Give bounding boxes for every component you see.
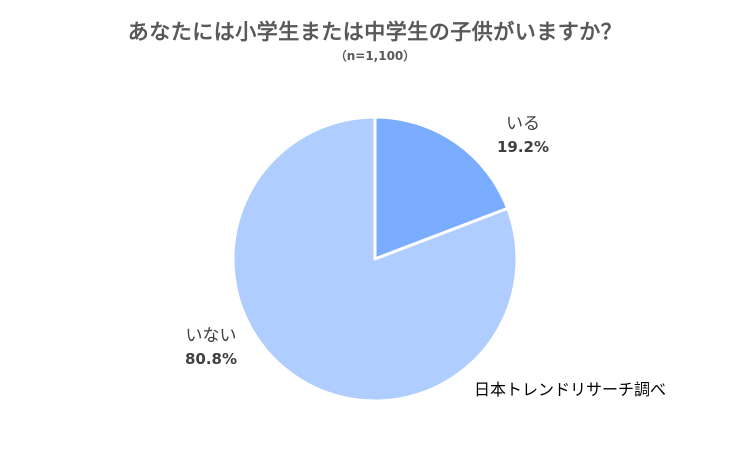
- slice-label-yes-value: 19.2%: [496, 138, 550, 156]
- slice-label-no-name: いない: [185, 326, 237, 346]
- slice-label-yes: いる 19.2%: [478, 113, 568, 159]
- pie-slice-no: [231, 115, 519, 403]
- slice-label-no-value: 80.8%: [184, 350, 238, 368]
- source-note: 日本トレンドリサーチ調べ: [474, 380, 667, 399]
- pie-slice-yes: [373, 115, 510, 261]
- slice-label-no: いない 80.8%: [166, 325, 256, 371]
- chart-subtitle: （n=1,100）: [334, 49, 416, 63]
- chart-title: あなたには小学生または中学生の子供がいますか？: [127, 20, 623, 44]
- slice-label-yes-name: いる: [506, 114, 540, 134]
